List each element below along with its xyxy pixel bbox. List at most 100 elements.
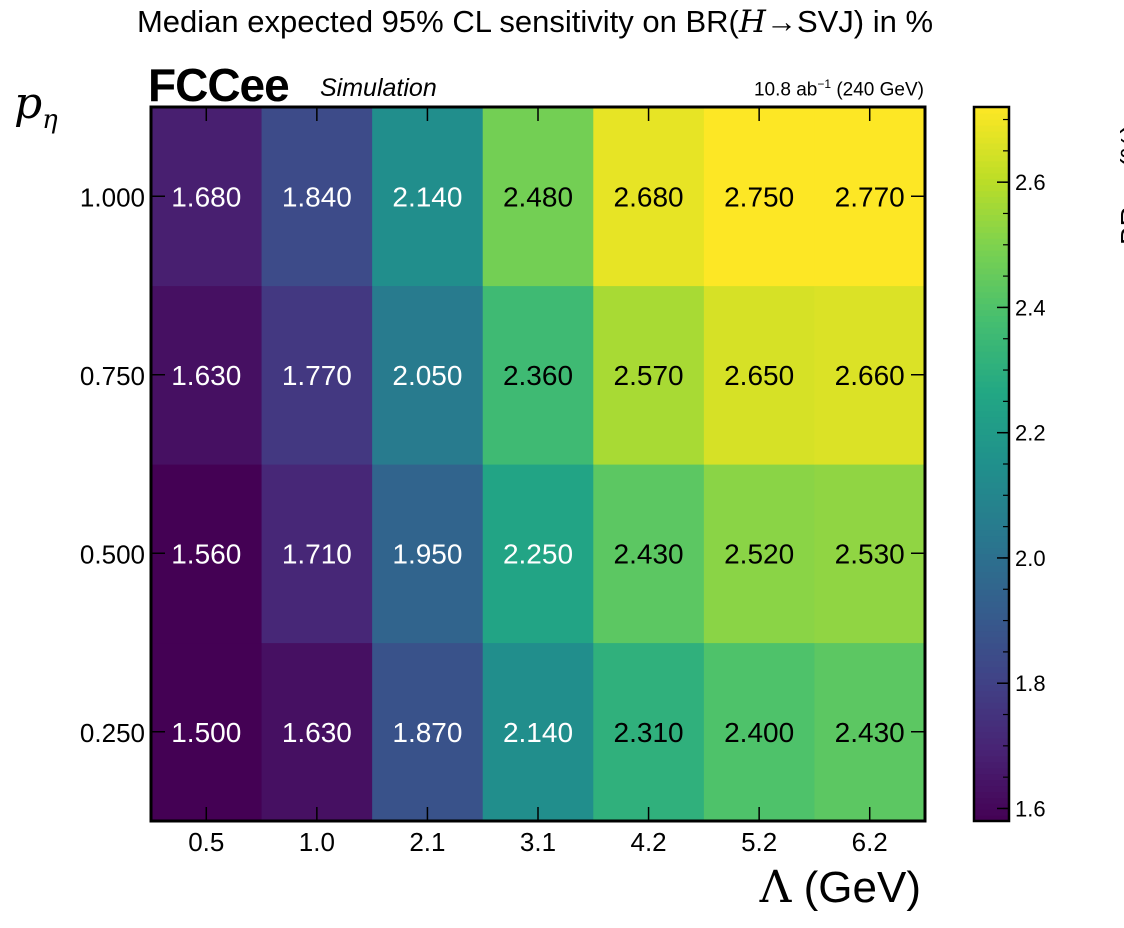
colorbar-segment: [974, 707, 1009, 715]
colorbar-segment: [974, 410, 1009, 418]
colorbar-segment: [974, 243, 1009, 251]
cell-value-label: 2.570: [614, 360, 684, 391]
colorbar-segment: [974, 458, 1009, 465]
cell-value-label: 2.660: [835, 360, 905, 391]
colorbar-segment: [974, 499, 1009, 507]
heatmap-cell: [151, 464, 263, 644]
colorbar-segment: [974, 696, 1009, 703]
cell-value-label: 1.630: [282, 717, 352, 748]
colorbar-segment: [974, 767, 1009, 775]
colorbar-segment: [974, 291, 1009, 299]
x-axis-label: Λ (GeV): [759, 862, 921, 913]
colorbar-segment: [974, 773, 1009, 781]
colorbar-segment: [974, 226, 1009, 233]
colorbar-segment: [974, 321, 1009, 328]
colorbar-segment: [974, 297, 1009, 305]
cell-value-label: 2.650: [724, 360, 794, 391]
colorbar-segment: [974, 255, 1009, 263]
heatmap-cells: [151, 107, 926, 822]
cell-value-label: 1.870: [392, 717, 462, 748]
heatmap-cell: [261, 642, 373, 822]
colorbar-segment: [974, 493, 1009, 501]
colorbar-segment: [974, 725, 1009, 733]
heatmap-cell: [482, 107, 594, 287]
colorbar-segment: [974, 809, 1009, 816]
colorbar-segment: [974, 791, 1009, 798]
colorbar-segment: [974, 594, 1009, 602]
colorbar-segment: [974, 464, 1009, 471]
colorbar-segment: [974, 469, 1009, 477]
x-tick-label: 6.2: [852, 827, 888, 857]
colorbar-segment: [974, 434, 1009, 441]
colorbar-segment: [974, 392, 1009, 400]
colorbar-segment: [974, 154, 1009, 162]
experiment-label: FCCee: [148, 59, 290, 111]
y-tick-label: 1.000: [80, 182, 145, 212]
colorbar-segment: [974, 743, 1009, 751]
colorbar-segment: [974, 124, 1009, 132]
colorbar-segment: [974, 386, 1009, 394]
colorbar-segment: [974, 565, 1009, 572]
colorbar-segment: [974, 761, 1009, 769]
cell-value-label: 1.770: [282, 360, 352, 391]
colorbar-segment: [974, 541, 1009, 549]
colorbar-segment: [974, 214, 1009, 221]
cell-value-label: 1.840: [282, 181, 352, 212]
heatmap-cell: [814, 285, 926, 465]
colorbar-segment: [974, 404, 1009, 412]
x-tick-label: 0.5: [188, 827, 224, 857]
colorbar-segment: [974, 630, 1009, 638]
colorbar-segment: [974, 220, 1009, 227]
cell-value-label: 1.500: [171, 717, 241, 748]
colorbar-tick-label: 1.6: [1015, 796, 1046, 821]
heatmap-cell: [372, 464, 484, 644]
colorbar-segment: [974, 815, 1009, 822]
colorbar-segment: [974, 612, 1009, 620]
colorbar-segment: [974, 547, 1009, 555]
colorbar-tick-label: 2.6: [1015, 170, 1046, 195]
y-tick-label: 0.750: [80, 361, 145, 391]
heatmap-cell: [151, 107, 263, 287]
y-axis-label: pη: [14, 78, 58, 135]
heatmap-cell: [372, 107, 484, 287]
colorbar-segment: [974, 315, 1009, 322]
heatmap-cell: [593, 464, 705, 644]
heatmap-cell: [261, 107, 373, 287]
colorbar-segment: [974, 660, 1009, 668]
colorbar-segment: [974, 285, 1009, 293]
colorbar-segment: [974, 380, 1009, 388]
heatmap-cell-labels: 1.500 1.630 1.870 2.140 2.310 2.400 2.430 1.560…: [171, 181, 905, 748]
colorbar-segment: [974, 178, 1009, 186]
cell-value-label: 2.430: [614, 538, 684, 569]
cell-value-label: 1.630: [171, 360, 241, 391]
colorbar-segment: [974, 208, 1009, 215]
colorbar-segment: [974, 339, 1009, 346]
colorbar-segment: [974, 273, 1009, 281]
colorbar-segment: [974, 577, 1009, 584]
colorbar-segment: [974, 303, 1009, 311]
colorbar-segment: [974, 422, 1009, 430]
colorbar-segment: [974, 196, 1009, 203]
cell-value-label: 2.050: [392, 360, 462, 391]
x-tick-label: 4.2: [630, 827, 666, 857]
heatmap-cell: [814, 107, 926, 287]
colorbar-segment: [974, 309, 1009, 317]
colorbar-segment: [974, 588, 1009, 596]
heatmap-cell: [593, 107, 705, 287]
colorbar-segment: [974, 785, 1009, 793]
colorbar-segment: [974, 559, 1009, 566]
heatmap-cell: [703, 464, 816, 644]
cell-value-label: 1.680: [171, 181, 241, 212]
colorbar-segment: [974, 779, 1009, 787]
colorbar-segment: [974, 535, 1009, 543]
colorbar-segment: [974, 642, 1009, 650]
colorbar-segment: [974, 523, 1009, 531]
colorbar-segment: [974, 517, 1009, 525]
colorbar-segment: [974, 107, 1009, 114]
x-tick-label: 2.1: [409, 827, 445, 857]
colorbar-tick-label: 2.2: [1015, 421, 1046, 446]
colorbar-segment: [974, 600, 1009, 608]
colorbar-segment: [974, 713, 1009, 721]
y-axis: 0.250 0.500 0.750 1.000: [80, 182, 925, 748]
